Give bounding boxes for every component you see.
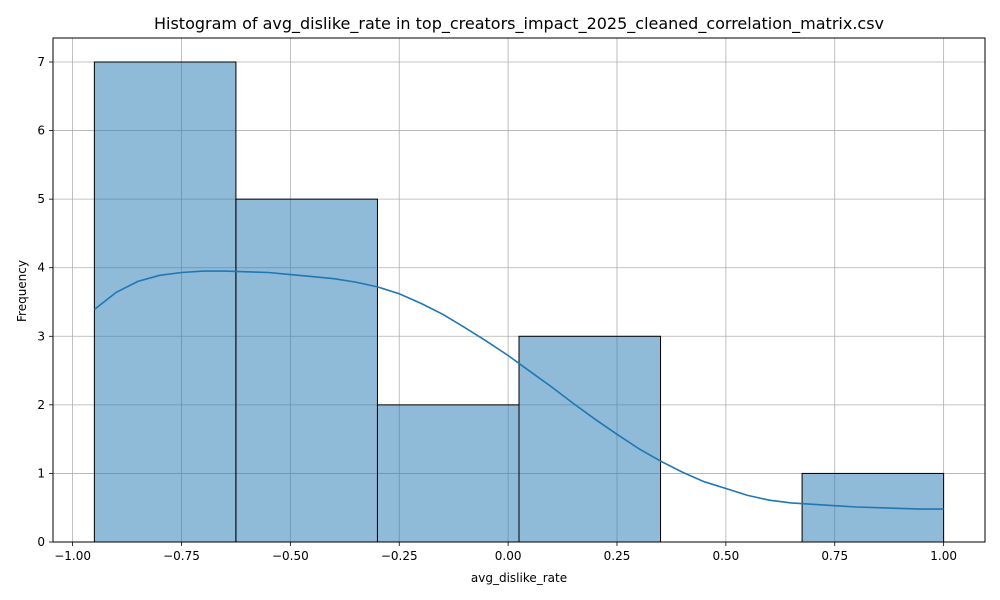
- x-tick-label-7: 0.75: [821, 549, 848, 563]
- x-tick-label-8: 1.00: [930, 549, 957, 563]
- x-tick-label-2: −0.50: [272, 549, 309, 563]
- x-tick-label-6: 0.50: [713, 549, 740, 563]
- y-tick-label-5: 5: [37, 192, 45, 206]
- x-tick-label-3: −0.25: [381, 549, 418, 563]
- y-tick-label-3: 3: [37, 329, 45, 343]
- y-tick-label-0: 0: [37, 535, 45, 549]
- y-tick-label-7: 7: [37, 55, 45, 69]
- x-tick-label-4: 0.00: [495, 549, 522, 563]
- kde-curve-group: [93, 270, 944, 510]
- y-tick-label-2: 2: [37, 398, 45, 412]
- x-tick-label-1: −0.75: [163, 549, 200, 563]
- histogram-bar-2: [376, 404, 520, 543]
- histogram-bar-0: [93, 61, 237, 543]
- y-tick-label-6: 6: [37, 124, 45, 138]
- x-tick-label-0: −1.00: [54, 549, 91, 563]
- histogram-bars: [93, 61, 945, 543]
- x-axis-ticks: −1.00 −0.75 −0.50 −0.25 0.00 0.25 0.50 0.75 1.00: [54, 542, 957, 563]
- y-axis-ticks: 0 1 2 3 4 5 6 7: [37, 55, 53, 549]
- x-tick-label-5: 0.25: [604, 549, 631, 563]
- y-tick-label-4: 4: [37, 261, 45, 275]
- plot-frame: [52, 37, 986, 543]
- chart-title: Histogram of avg_dislike_rate in top_cre…: [154, 14, 884, 34]
- x-axis-label: avg_dislike_rate: [471, 571, 567, 585]
- histogram-bar-3: [518, 335, 662, 543]
- y-axis-label: Frequency: [15, 260, 29, 322]
- histogram-bar-1: [235, 198, 378, 543]
- y-tick-label-1: 1: [37, 466, 45, 480]
- kde-curve: [93, 270, 944, 510]
